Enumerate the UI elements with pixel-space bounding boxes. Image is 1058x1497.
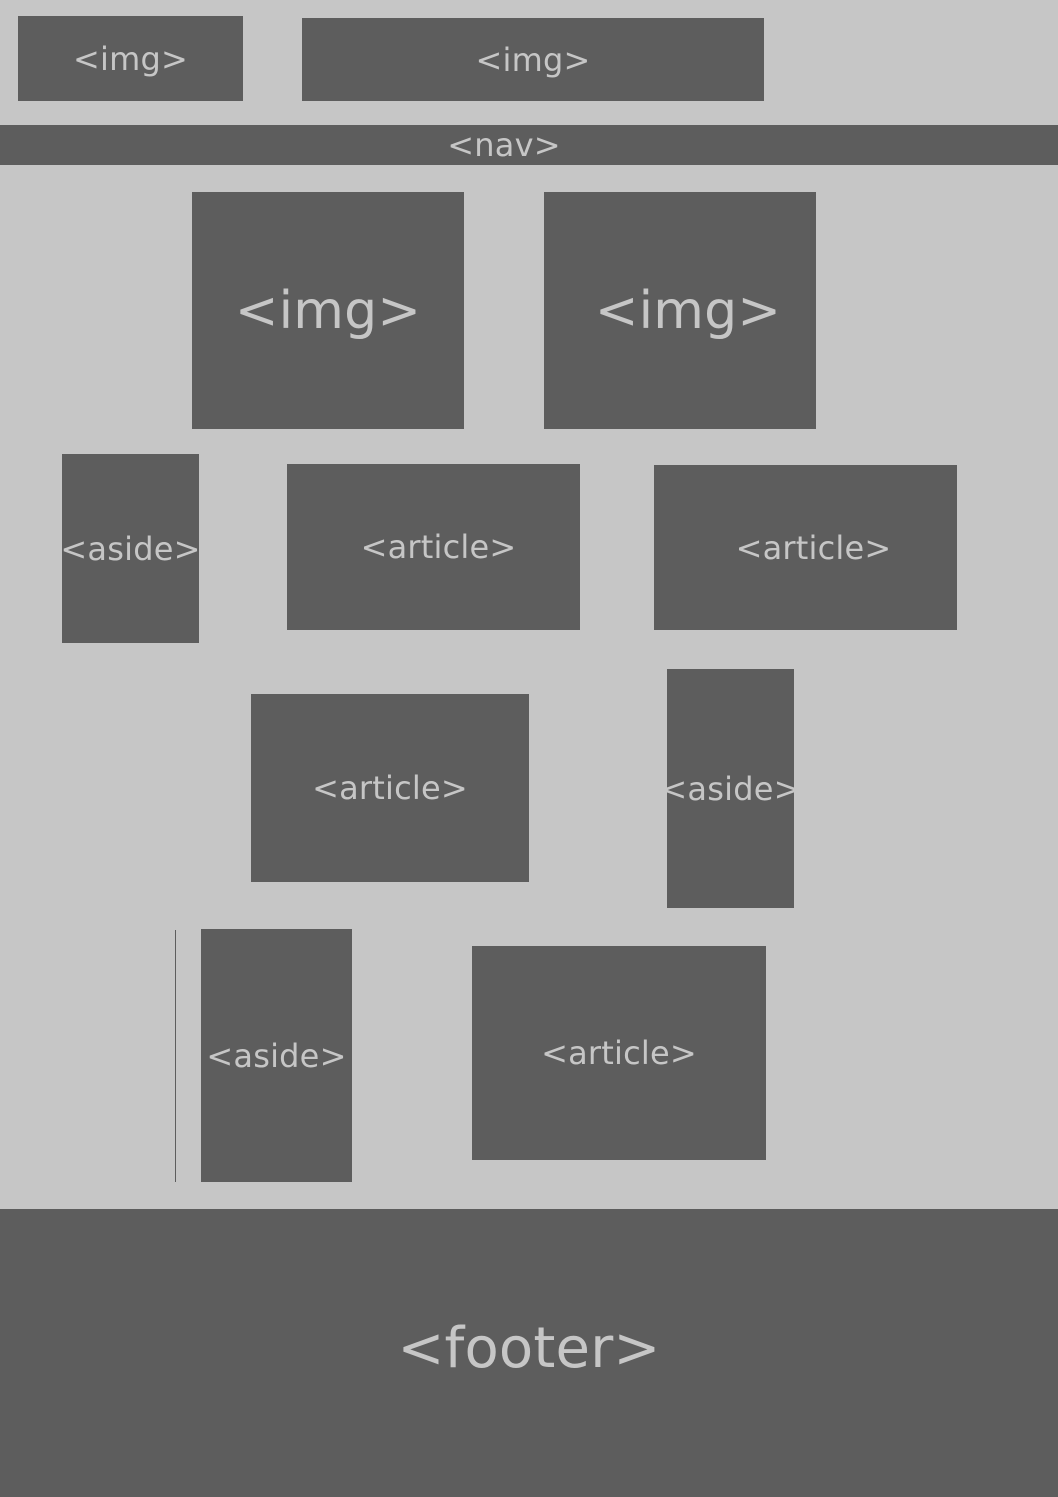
nav-bar: <nav> — [0, 125, 1058, 165]
divider-line — [175, 930, 176, 1182]
row2-article: <article> — [251, 694, 529, 882]
row1-article-left: <article> — [287, 464, 580, 630]
row2-aside: <aside> — [660, 669, 800, 908]
row3-aside: <aside> — [201, 929, 352, 1182]
hero-image-right: <img> — [544, 192, 816, 429]
row1-article-right: <article> — [654, 465, 957, 630]
hero-image-left: <img> — [192, 192, 464, 429]
footer: <footer> — [0, 1209, 1058, 1497]
header-image-left: <img> — [18, 16, 243, 101]
row1-aside: <aside> — [60, 454, 200, 643]
header-image-right: <img> — [302, 18, 764, 101]
row3-article: <article> — [472, 946, 766, 1160]
